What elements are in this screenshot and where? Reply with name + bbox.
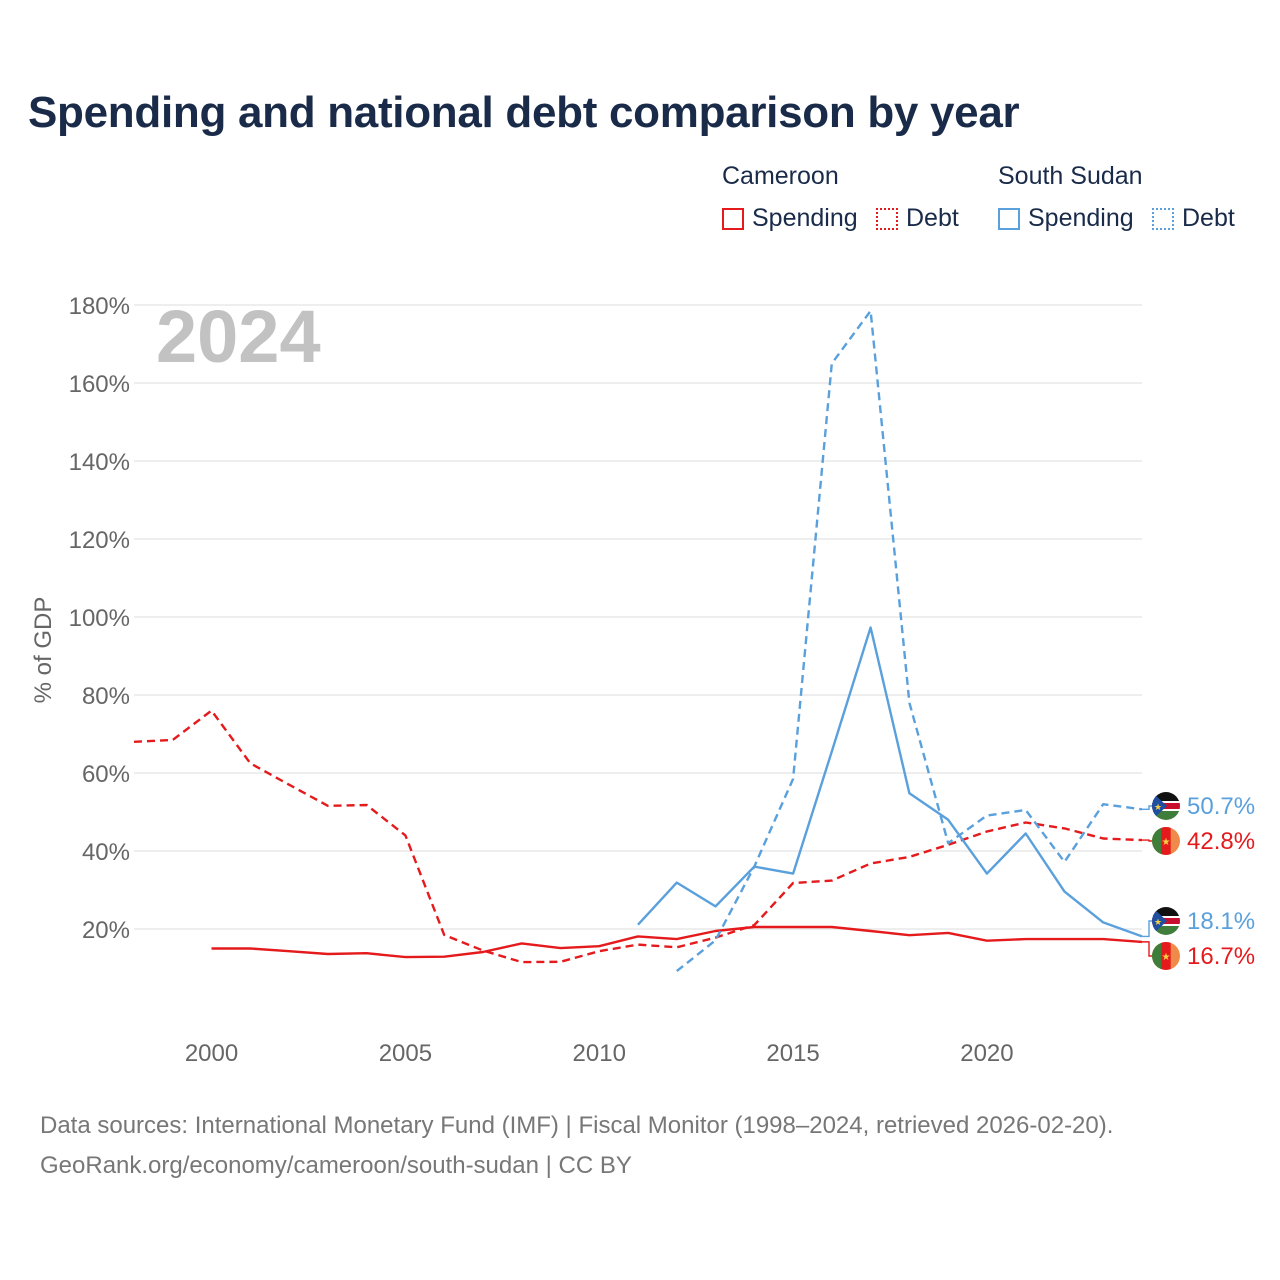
cameroon-flag-icon: ★ [1152, 942, 1180, 970]
flag-star: ★ [1154, 917, 1162, 927]
cameroon-flag-icon: ★ [1152, 827, 1180, 855]
y-tick-label: 80% [82, 683, 130, 710]
y-tick-label: 160% [69, 371, 130, 398]
y-tick-label: 180% [69, 293, 130, 320]
y-axis-title: % of GDP [30, 597, 57, 704]
end-value-label: 42.8% [1187, 828, 1255, 855]
south-sudan-flag-icon: ★ [1152, 792, 1180, 820]
legend-label: Spending [752, 204, 858, 232]
legend-item-south-sudan-spending[interactable]: Spending [998, 204, 1134, 233]
flag-stripe-green [1152, 827, 1162, 855]
x-tick-label: 2000 [185, 1040, 238, 1067]
legend-group-south-sudan: South Sudan [998, 162, 1143, 190]
legend-label: Debt [906, 204, 959, 232]
legend-swatch-dotted-red [876, 207, 898, 230]
legend-label: Spending [1028, 204, 1134, 232]
flag-stripe-green [1152, 926, 1180, 935]
flag-stripe-black [1152, 907, 1180, 916]
x-tick-label: 2010 [573, 1040, 626, 1067]
y-tick-label: 140% [69, 449, 130, 476]
south-sudan-flag-icon: ★ [1152, 907, 1180, 935]
data-source-line-1: Data sources: International Monetary Fun… [40, 1112, 1114, 1139]
data-source-line-2[interactable]: GeoRank.org/economy/cameroon/south-sudan… [40, 1152, 632, 1179]
legend-item-south-sudan-debt[interactable]: Debt [1152, 204, 1235, 233]
flag-star: ★ [1162, 837, 1171, 848]
year-watermark: 2024 [156, 295, 321, 378]
legend-group-cameroon: Cameroon [722, 162, 839, 190]
y-tick-label: 40% [82, 839, 130, 866]
flag-stripe-red [1161, 942, 1171, 970]
end-value-label: 50.7% [1187, 793, 1255, 820]
chart-title: Spending and national debt comparison by… [28, 88, 1020, 137]
flag-stripe-black [1152, 792, 1180, 801]
series-line-south-sudan-spending[interactable] [637, 626, 1143, 938]
end-value-label: 18.1% [1187, 908, 1255, 935]
x-tick-label: 2015 [766, 1040, 819, 1067]
end-label-connector [1142, 805, 1152, 810]
legend-item-cameroon-debt[interactable]: Debt [876, 204, 959, 233]
y-tick-label: 100% [69, 605, 130, 632]
x-tick-label: 2020 [960, 1040, 1013, 1067]
flag-stripe-red [1161, 827, 1171, 855]
y-tick-label: 120% [69, 527, 130, 554]
flag-stripe-green [1152, 942, 1162, 970]
flag-triangle-blue [1152, 907, 1167, 935]
legend-swatch-dotted-blue [1152, 207, 1174, 230]
series-line-south-sudan-debt[interactable] [676, 309, 1143, 973]
x-tick-label: 2005 [379, 1040, 432, 1067]
legend-item-cameroon-spending[interactable]: Spending [722, 204, 858, 233]
legend-swatch-solid-red [722, 207, 744, 230]
end-value-label: 16.7% [1187, 943, 1255, 970]
end-label-connector [1142, 941, 1152, 957]
flag-triangle-blue [1152, 792, 1167, 820]
y-tick-label: 20% [82, 917, 130, 944]
legend-label: Debt [1182, 204, 1235, 232]
y-tick-label: 60% [82, 761, 130, 788]
end-label-connector [1142, 920, 1152, 938]
flag-stripe-green [1152, 811, 1180, 820]
end-label-connector [1142, 839, 1152, 842]
data-source: Data sources: International Monetary Fun… [40, 1106, 1113, 1186]
flag-star: ★ [1162, 952, 1171, 963]
legend-swatch-solid-blue [998, 207, 1020, 230]
series-line-cameroon-debt[interactable] [133, 709, 1143, 964]
flag-star: ★ [1154, 802, 1162, 812]
series-line-cameroon-spending[interactable] [211, 925, 1143, 959]
